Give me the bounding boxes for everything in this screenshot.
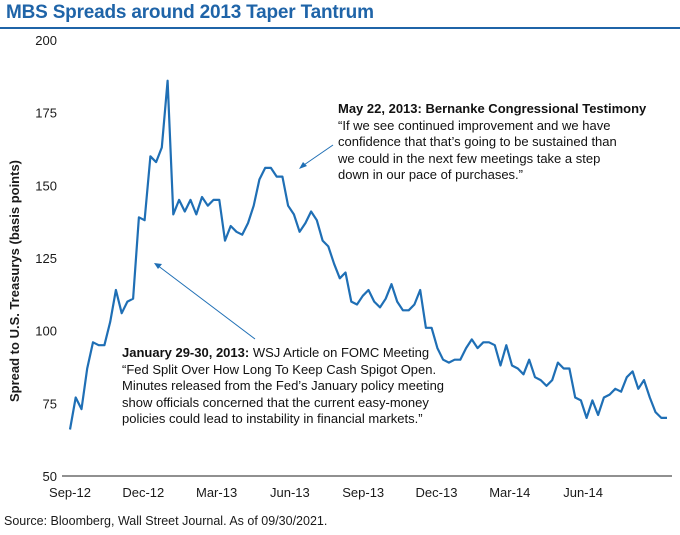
chart-title: MBS Spreads around 2013 Taper Tantrum [6,2,374,23]
y-tick-label: 75 [43,396,57,411]
mbs-spread-line [68,79,667,430]
source-note: Source: Bloomberg, Wall Street Journal. … [4,514,328,528]
may-annotation-line: confidence that that’s going to be susta… [338,134,617,149]
y-tick-label: 200 [35,33,57,48]
may-annotation-arrow [299,144,334,169]
title-divider [0,27,680,29]
y-tick-label: 175 [35,106,57,121]
jan-annotation-line: show officials concerned that the curren… [122,394,429,410]
jan-annotation: January 29-30, 2013: WSJ Article on FOMC… [122,345,444,428]
may-annotation-line: down in our pace of purchases.” [338,167,523,182]
jan-annotation-line: policies could lead to instability in fi… [122,411,423,426]
x-tick-label: Dec-13 [416,485,458,500]
x-tick-label: Mar-13 [196,485,237,500]
may-annotation-heading: May 22, 2013: Bernanke Congressional Tes… [338,101,647,116]
y-tick-label: 50 [43,469,57,484]
x-tick-label: Jun-13 [270,485,310,500]
x-tick-label: Jun-14 [563,485,603,500]
y-axis-label: Spread to U.S. Treasurys (basis points) [7,160,22,402]
jan-annotation-arrow [154,263,256,340]
x-tick-label: Sep-12 [49,485,91,500]
y-tick-label: 125 [35,251,57,266]
x-tick-label: Mar-14 [489,485,530,500]
jan-annotation-line: “Fed Split Over How Long To Keep Cash Sp… [122,361,437,377]
x-tick-label: Sep-13 [342,485,384,500]
may-annotation-line: we could in the next few meetings take a… [338,150,601,166]
x-axis-ticks: Sep-12 Dec-12 Mar-13 Jun-13 Sep-13 Dec-13 Mar-… [49,485,603,500]
may-annotation: May 22, 2013: Bernanke Congressional Tes… [338,101,646,184]
y-axis-ticks: 200 175 150 125 100 75 50 [35,33,57,484]
jan-annotation-heading: January 29-30, 2013: WSJ Article on FOMC… [122,345,430,360]
y-tick-label: 150 [35,178,57,193]
x-tick-label: Dec-12 [122,485,164,500]
jan-annotation-line: Minutes released from the Fed’s January … [122,378,445,393]
may-annotation-line: “If we see continued improvement and we … [338,117,611,133]
y-tick-label: 100 [35,324,57,339]
